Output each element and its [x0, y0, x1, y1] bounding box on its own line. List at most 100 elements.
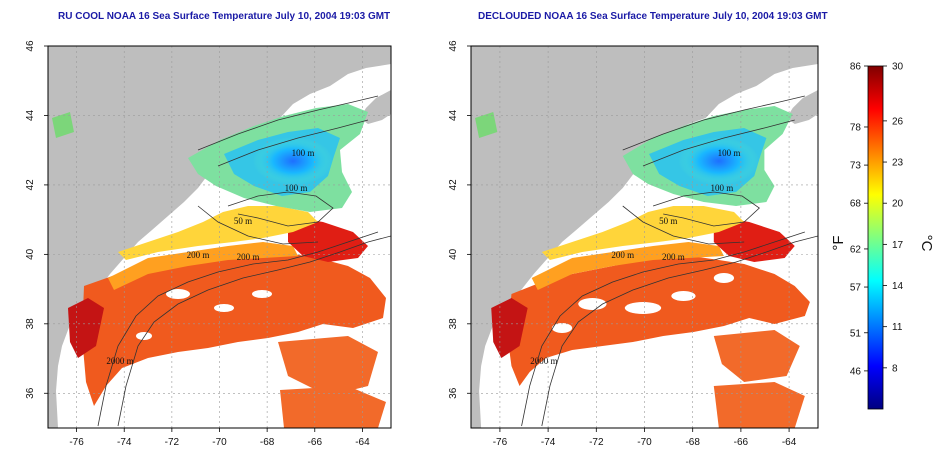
fahrenheit-tick-label: 73 [850, 161, 862, 172]
x-tick-label: -64 [782, 437, 797, 448]
y-tick-label: 44 [25, 109, 36, 121]
celsius-tick-label: 8 [892, 363, 898, 374]
land-mass [786, 90, 818, 124]
cloud-gap [578, 298, 607, 310]
hot-eddy [713, 216, 795, 262]
y-tick-label: 38 [448, 318, 459, 330]
inland-lake [52, 112, 74, 138]
bathymetry-contour [197, 95, 379, 151]
y-tick-label: 38 [25, 318, 36, 330]
celsius-tick-label: 14 [892, 281, 904, 292]
warm-patch [713, 330, 800, 382]
contour-label: 100 m [292, 148, 315, 158]
y-tick-label: 40 [25, 248, 36, 260]
celsius-tick-label: 26 [892, 116, 904, 127]
fahrenheit-tick-label: 86 [850, 62, 862, 73]
cloud-gap [214, 304, 234, 312]
fahrenheit-tick-label: 78 [850, 122, 862, 133]
fahrenheit-tick-label: 57 [850, 283, 862, 294]
contour-label: 200 m [611, 250, 634, 260]
contour-label: 2000 m [106, 356, 133, 366]
contour-label: 50 m [234, 216, 252, 226]
bathymetry-contour [652, 191, 760, 227]
inland-lake [475, 112, 498, 138]
right-map-axes: -76 -74 -72 -70 -68 -66 -64 36 38 40 42 44 46 [448, 40, 797, 448]
moderate-water [531, 242, 724, 290]
x-tick-label: -74 [541, 437, 556, 448]
cloud-gap [671, 291, 696, 301]
shelf-water [118, 206, 318, 260]
x-tick-label: -66 [308, 437, 323, 448]
celsius-unit-label: °C [918, 235, 935, 252]
x-tick-label: -70 [212, 437, 227, 448]
shelf-water [541, 206, 745, 260]
gulf-of-maine-cold-core [253, 137, 333, 185]
x-tick-label: -68 [685, 437, 700, 448]
bathymetry-contour [97, 231, 379, 427]
hot-eddy [288, 216, 368, 262]
y-tick-label: 36 [25, 387, 36, 399]
colorbar [867, 65, 884, 410]
celsius-tick-label: 20 [892, 199, 904, 210]
bathymetry-contour [622, 205, 745, 245]
warm-patch [280, 386, 386, 428]
land-mass [48, 46, 391, 428]
y-tick-label: 44 [448, 109, 459, 121]
x-tick-label: -66 [734, 437, 749, 448]
bathymetry-contour [521, 231, 805, 427]
left-map-title: RU COOL NOAA 16 Sea Surface Temperature … [58, 11, 391, 22]
gulf-of-maine-cold-core [678, 137, 760, 185]
contour-label: 200 m [237, 252, 260, 262]
fahrenheit-unit-label: °F [830, 235, 847, 250]
chesapeake-warm-water [68, 298, 104, 358]
cloud-gap [713, 273, 735, 283]
warm-patch [278, 336, 378, 396]
y-tick-label: 46 [448, 40, 459, 52]
celsius-tick-label: 17 [892, 240, 904, 251]
contour-label: 200 m [187, 250, 210, 260]
left-sst-map: 100 m 100 m 50 m 200 m 200 m 2000 m [48, 46, 391, 428]
cloud-gap [252, 290, 272, 298]
warm-water-band [507, 256, 810, 386]
cloud-gap [136, 332, 152, 340]
cloud-gap [624, 302, 662, 314]
moderate-water [108, 242, 298, 290]
celsius-tick-label: 30 [892, 62, 904, 73]
bathymetry-contour [622, 95, 805, 151]
left-map-axes: -76 -74 -72 -70 -68 -66 -64 36 38 40 42 44 46 [25, 40, 370, 448]
y-tick-label: 40 [448, 248, 459, 260]
right-map-title: DECLOUDED NOAA 16 Sea Surface Temperatur… [478, 11, 828, 22]
x-tick-label: -70 [637, 437, 652, 448]
bathymetry-contour [642, 119, 795, 167]
land-mass [471, 46, 818, 428]
y-tick-label: 36 [448, 387, 459, 399]
fahrenheit-tick-label: 68 [850, 199, 862, 210]
celsius-tick-label: 23 [892, 158, 904, 169]
chesapeake-warm-water [491, 298, 528, 358]
fahrenheit-tick-label: 46 [850, 366, 862, 377]
y-tick-label: 46 [25, 40, 36, 52]
bathymetry-contour [117, 235, 391, 427]
x-tick-label: -72 [165, 437, 180, 448]
contour-label: 100 m [711, 183, 734, 193]
y-tick-label: 42 [25, 179, 36, 191]
x-tick-label: -76 [493, 437, 508, 448]
x-tick-label: -76 [69, 437, 84, 448]
bathymetry-contour [217, 119, 369, 167]
contour-label: 2000 m [530, 356, 557, 366]
bathymetry-contour [227, 191, 334, 227]
right-sst-map: 100 m 100 m 50 m 200 m 200 m 2000 m [471, 46, 818, 428]
contour-label: 200 m [662, 252, 685, 262]
warm-water-band [82, 250, 386, 406]
contour-label: 100 m [718, 148, 741, 158]
x-tick-label: -64 [355, 437, 370, 448]
celsius-tick-label: 11 [892, 322, 903, 333]
bathymetry-contour [541, 235, 818, 427]
fahrenheit-tick-label: 51 [850, 328, 862, 339]
x-tick-label: -74 [117, 437, 132, 448]
cloud-gap [551, 323, 573, 333]
colorbar-ticks: 30 86 26 78 23 73 20 68 17 62 14 57 11 51 8 46 [850, 62, 904, 378]
x-tick-label: -72 [589, 437, 604, 448]
contour-label: 100 m [285, 183, 308, 193]
bathymetry-contour [197, 205, 319, 245]
